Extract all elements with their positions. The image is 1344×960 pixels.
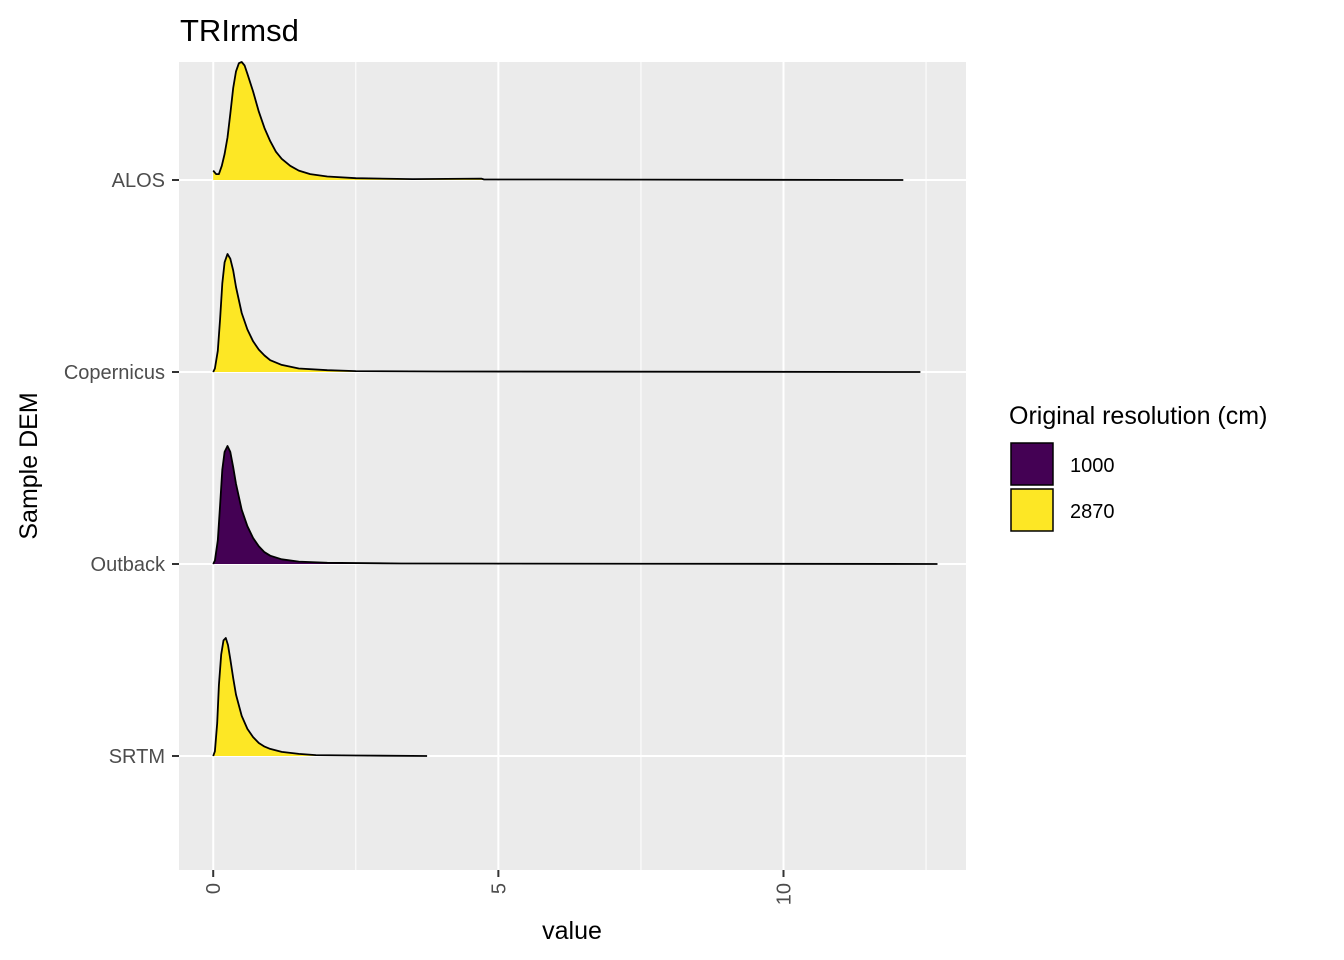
ridge-outline-srtm xyxy=(212,637,428,757)
ridge-outline-copernicus xyxy=(212,253,921,373)
plot-panel xyxy=(179,61,966,870)
ridge-fill-alos xyxy=(213,62,904,180)
x-axis-title: value xyxy=(542,917,602,945)
ridge-fill-srtm xyxy=(213,638,428,756)
ridge-outline-alos xyxy=(212,61,904,181)
x-tick-label: 0 xyxy=(203,883,225,894)
ridge-outline-outback xyxy=(212,445,938,565)
legend-entries: 1000 2870 xyxy=(1010,442,1115,532)
y-tick-label: ALOS xyxy=(112,170,165,192)
y-axis: ALOS Copernicus Outback SRTM xyxy=(64,170,179,768)
x-axis: 0 5 10 xyxy=(203,870,796,905)
legend-swatch-2870 xyxy=(1010,488,1054,532)
legend-title: Original resolution (cm) xyxy=(1009,402,1267,430)
y-tick-label: SRTM xyxy=(109,746,165,768)
x-tick-label: 10 xyxy=(774,883,796,905)
panel-background xyxy=(179,62,966,870)
legend-swatch-1000 xyxy=(1010,442,1054,486)
x-tick-label: 5 xyxy=(488,883,510,894)
chart-title: TRIrmsd xyxy=(180,13,299,48)
ridges xyxy=(212,61,938,757)
y-tick-label: Outback xyxy=(91,554,166,576)
y-axis-title: Sample DEM xyxy=(15,392,43,539)
legend-label-2870: 2870 xyxy=(1070,501,1115,523)
y-tick-label: Copernicus xyxy=(64,362,165,384)
legend: Original resolution (cm) 1000 2870 xyxy=(1009,402,1267,532)
legend-label-1000: 1000 xyxy=(1070,455,1115,477)
